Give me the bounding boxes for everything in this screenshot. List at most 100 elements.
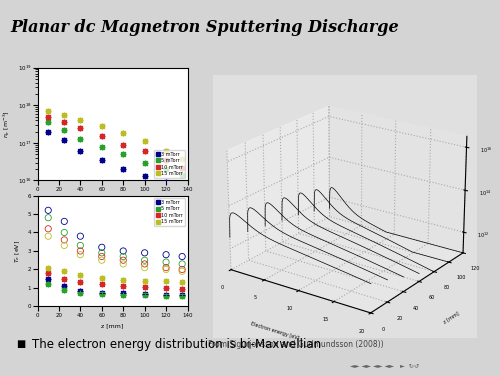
Point xyxy=(44,129,52,135)
Point xyxy=(44,265,52,271)
Point xyxy=(178,279,186,285)
Point xyxy=(119,277,127,283)
Point xyxy=(140,138,148,144)
Point xyxy=(119,292,127,298)
Point xyxy=(178,253,186,259)
Point xyxy=(178,261,186,267)
Point xyxy=(162,179,170,185)
Point xyxy=(60,268,68,274)
Point xyxy=(119,261,127,267)
Point xyxy=(119,248,127,254)
Point xyxy=(98,157,106,163)
Point xyxy=(140,250,148,256)
Point xyxy=(60,137,68,143)
Point xyxy=(162,279,170,285)
Point xyxy=(98,281,106,287)
Point xyxy=(60,268,68,274)
Point xyxy=(60,218,68,224)
Point xyxy=(44,120,52,126)
Point xyxy=(76,272,84,278)
Point xyxy=(119,166,127,172)
Point xyxy=(60,276,68,282)
Point xyxy=(119,291,127,297)
Point xyxy=(162,148,170,154)
Point xyxy=(60,120,68,126)
Point xyxy=(119,142,127,148)
Point xyxy=(44,114,52,120)
Point xyxy=(162,148,170,154)
Point xyxy=(44,207,52,213)
Point xyxy=(140,159,148,165)
Text: ◄► ◄► ◄► ◄►   ►  ↻↺: ◄► ◄► ◄► ◄► ► ↻↺ xyxy=(350,364,419,369)
Point xyxy=(44,129,52,135)
Point xyxy=(178,186,186,192)
Point xyxy=(60,287,68,293)
Point xyxy=(119,130,127,136)
Point xyxy=(178,268,186,274)
Point xyxy=(162,267,170,273)
Point xyxy=(98,291,106,297)
Point xyxy=(98,275,106,281)
Point xyxy=(98,290,106,296)
Point xyxy=(60,276,68,282)
Point xyxy=(76,233,84,239)
Point xyxy=(76,125,84,131)
Point xyxy=(178,172,186,178)
Point xyxy=(76,136,84,142)
Point xyxy=(140,159,148,165)
Point xyxy=(140,293,148,299)
Point xyxy=(178,165,186,171)
Point xyxy=(98,123,106,129)
Point xyxy=(119,151,127,157)
Point xyxy=(178,172,186,178)
Point xyxy=(98,123,106,129)
Point xyxy=(178,293,186,299)
Point xyxy=(119,292,127,298)
Point xyxy=(162,157,170,163)
Point xyxy=(119,142,127,148)
Point xyxy=(178,293,186,299)
Point xyxy=(76,252,84,258)
Point xyxy=(178,165,186,171)
Point xyxy=(140,148,148,154)
Point xyxy=(178,267,186,273)
Point xyxy=(44,281,52,287)
Point xyxy=(44,215,52,221)
Point xyxy=(76,288,84,294)
Point xyxy=(76,290,84,296)
Point xyxy=(76,117,84,123)
Point xyxy=(44,108,52,114)
Point xyxy=(76,148,84,154)
Point xyxy=(162,293,170,299)
Point xyxy=(98,275,106,281)
Point xyxy=(119,291,127,297)
Point xyxy=(98,244,106,250)
Point xyxy=(76,117,84,123)
Point xyxy=(98,257,106,263)
Point xyxy=(178,156,186,162)
Point xyxy=(44,265,52,271)
Point xyxy=(44,281,52,287)
Point xyxy=(98,144,106,150)
Point xyxy=(44,114,52,120)
Point xyxy=(44,276,52,282)
Point xyxy=(162,252,170,258)
Point xyxy=(140,284,148,290)
Point xyxy=(76,148,84,154)
Point xyxy=(178,156,186,162)
Text: (From Sigurjonsson and Gudmundsson (2008)): (From Sigurjonsson and Gudmundsson (2008… xyxy=(205,340,384,349)
Point xyxy=(140,148,148,154)
Point xyxy=(76,272,84,278)
Point xyxy=(60,283,68,289)
Point xyxy=(60,112,68,118)
Point xyxy=(162,285,170,291)
Point xyxy=(60,283,68,289)
Point xyxy=(119,283,127,289)
Point xyxy=(119,277,127,283)
Point xyxy=(44,276,52,282)
Point xyxy=(76,243,84,249)
Point xyxy=(76,288,84,294)
Point xyxy=(44,233,52,239)
X-axis label: z [mm]: z [mm] xyxy=(102,323,124,328)
Point xyxy=(60,120,68,126)
